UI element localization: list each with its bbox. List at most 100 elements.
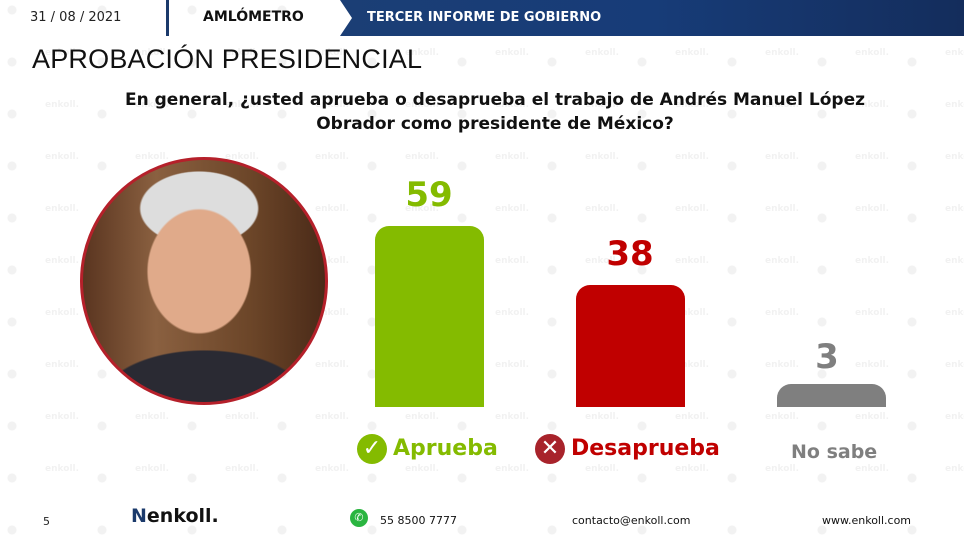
watermark-text: enkoll.	[315, 360, 350, 370]
watermark-text: enkoll.	[855, 100, 890, 110]
watermark-text: enkoll.	[225, 48, 260, 58]
watermark-text: enkoll.	[945, 464, 964, 474]
label-unknown: No sabe	[791, 441, 878, 463]
watermark-text: enkoll.	[765, 152, 800, 162]
watermark-text: enkoll.	[495, 48, 530, 58]
watermark-text: enkoll.	[495, 360, 530, 370]
watermark-text: enkoll.	[945, 308, 964, 318]
watermark-text: enkoll.	[945, 100, 964, 110]
watermark-text: enkoll.	[855, 464, 890, 474]
watermark-text: enkoll.	[45, 152, 80, 162]
watermark-text: enkoll.	[45, 204, 80, 214]
watermark-text: enkoll.	[315, 464, 350, 474]
watermark-text: enkoll.	[135, 152, 170, 162]
watermark-text: enkoll.	[405, 464, 440, 474]
watermark-text: enkoll.	[855, 256, 890, 266]
label-disapprove: Desaprueba	[571, 436, 720, 461]
watermark-text: enkoll.	[675, 100, 710, 110]
watermark-text: enkoll.	[315, 48, 350, 58]
watermark-text: enkoll.	[495, 152, 530, 162]
watermark-text: enkoll.	[945, 360, 964, 370]
value-unknown: 3	[815, 337, 839, 377]
watermark-text: enkoll.	[765, 48, 800, 58]
watermark-text: enkoll.	[585, 204, 620, 214]
watermark-text: enkoll.	[585, 100, 620, 110]
watermark-text: enkoll.	[135, 412, 170, 422]
watermark-text: enkoll.	[45, 308, 80, 318]
watermark-text: enkoll.	[225, 412, 260, 422]
banner	[340, 0, 964, 36]
watermark-text: enkoll.	[585, 412, 620, 422]
header-bar: 31 / 08 / 2021 AMLÓMETRO TERCER INFORME …	[0, 0, 964, 36]
watermark-text: enkoll.	[675, 204, 710, 214]
watermark-text: enkoll.	[315, 152, 350, 162]
watermark-text: enkoll.	[405, 204, 440, 214]
watermark-text: enkoll.	[675, 48, 710, 58]
watermark-text: enkoll.	[675, 412, 710, 422]
watermark-text: enkoll.	[315, 412, 350, 422]
watermark-text: enkoll.	[585, 152, 620, 162]
watermark-text: enkoll.	[585, 464, 620, 474]
watermark-text: enkoll.	[855, 308, 890, 318]
watermark-text: enkoll.	[765, 360, 800, 370]
label-approve: Aprueba	[393, 436, 498, 461]
watermark-text: enkoll.	[135, 464, 170, 474]
watermark-text: enkoll.	[45, 464, 80, 474]
page-number: 5	[43, 515, 50, 528]
watermark-text: enkoll.	[855, 48, 890, 58]
watermark-text: enkoll.	[675, 464, 710, 474]
watermark-text: enkoll.	[495, 308, 530, 318]
watermark-text: enkoll.	[45, 100, 80, 110]
watermark-text: enkoll.	[585, 48, 620, 58]
watermark-text: enkoll.	[225, 100, 260, 110]
watermark-text: enkoll.	[855, 412, 890, 422]
watermark-text: enkoll.	[405, 152, 440, 162]
watermark-text: enkoll.	[945, 152, 964, 162]
watermark-text: enkoll.	[495, 100, 530, 110]
watermark-text: enkoll.	[315, 256, 350, 266]
check-icon: ✓	[357, 434, 387, 464]
page-title: APROBACIÓN PRESIDENCIAL	[32, 44, 423, 74]
watermark-text: enkoll.	[765, 412, 800, 422]
contact-email[interactable]: contacto@enkoll.com	[572, 514, 691, 527]
x-icon: ✕	[535, 434, 565, 464]
watermark-text: enkoll.	[765, 308, 800, 318]
survey-question: En general, ¿usted aprueba o desaprueba …	[125, 90, 865, 134]
bar-unknown	[777, 384, 886, 407]
website-link[interactable]: www.enkoll.com	[822, 514, 912, 527]
watermark-text: enkoll.	[945, 412, 964, 422]
watermark-text: enkoll.	[405, 100, 440, 110]
watermark-text: enkoll.	[765, 464, 800, 474]
whatsapp-icon: ✆	[350, 509, 368, 527]
watermark-text: enkoll.	[675, 360, 710, 370]
bar-approve	[375, 226, 484, 407]
watermark-text: enkoll.	[495, 204, 530, 214]
watermark-text: enkoll.	[405, 412, 440, 422]
watermark-text: enkoll.	[945, 204, 964, 214]
watermark-text: enkoll.	[765, 204, 800, 214]
watermark-text: enkoll.	[675, 308, 710, 318]
watermark-text: enkoll.	[405, 48, 440, 58]
watermark-text: enkoll.	[225, 464, 260, 474]
section-title: AMLÓMETRO	[203, 9, 304, 25]
watermark-text: enkoll.	[495, 412, 530, 422]
watermark-text: enkoll.	[495, 464, 530, 474]
header-divider	[166, 0, 169, 36]
watermark-text: enkoll.	[765, 256, 800, 266]
watermark-text: enkoll.	[135, 48, 170, 58]
enkoll-logo: Nenkoll.	[131, 505, 219, 527]
phone-number: 55 8500 7777	[380, 514, 457, 527]
watermark-text: enkoll.	[945, 256, 964, 266]
watermark-text: enkoll.	[45, 412, 80, 422]
watermark-text: enkoll.	[855, 152, 890, 162]
watermark-text: enkoll.	[315, 100, 350, 110]
watermark-text: enkoll.	[585, 256, 620, 266]
logo-mark-icon: N	[131, 505, 147, 527]
watermark-text: enkoll.	[675, 152, 710, 162]
watermark-text: enkoll.	[315, 308, 350, 318]
value-disapprove: 38	[606, 234, 654, 274]
watermark-text: enkoll.	[225, 152, 260, 162]
value-approve: 59	[405, 175, 453, 215]
watermark-text: enkoll.	[675, 256, 710, 266]
report-date: 31 / 08 / 2021	[30, 10, 122, 25]
